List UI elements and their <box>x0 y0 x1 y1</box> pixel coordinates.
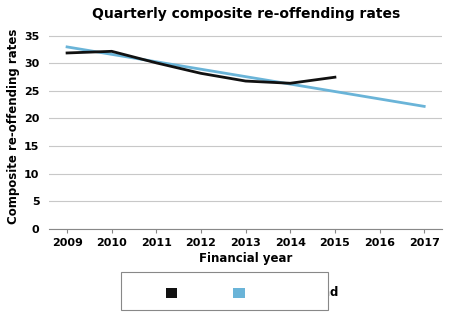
Text: Key:: Key: <box>135 286 164 299</box>
X-axis label: Financial year: Financial year <box>199 252 292 265</box>
Text: Actual: Actual <box>180 286 222 299</box>
Text: Desired trend: Desired trend <box>247 286 339 299</box>
Title: Quarterly composite re-offending rates: Quarterly composite re-offending rates <box>92 7 400 21</box>
Y-axis label: Composite re-offending rates: Composite re-offending rates <box>7 29 20 224</box>
